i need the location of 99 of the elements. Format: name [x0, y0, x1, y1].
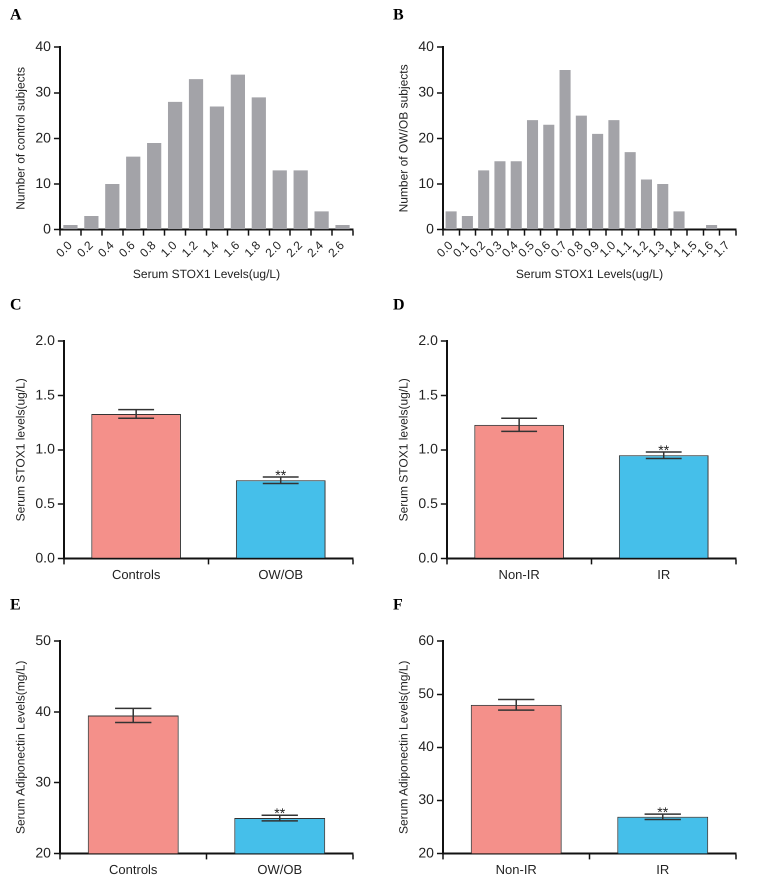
- x-tick-label: OW/OB: [258, 566, 304, 582]
- x-tick-label: 1.2: [178, 238, 201, 260]
- x-tick-label: 2.4: [304, 238, 326, 260]
- y-tick-label: 20: [418, 129, 434, 146]
- y-tick-label: 0: [426, 220, 434, 236]
- y-tick-label: 1.0: [35, 440, 56, 457]
- x-tick-label: 0.6: [116, 238, 138, 260]
- x-tick-label: 1.6: [220, 238, 243, 260]
- bar: [657, 184, 668, 230]
- y-axis-title: Serum Adiponectin Levels(mg/L): [14, 660, 28, 834]
- y-tick-label: 20: [35, 129, 52, 146]
- y-tick-label: 2.0: [35, 332, 56, 348]
- bar: [294, 170, 308, 230]
- chart-title: C: [10, 296, 22, 314]
- y-tick-label: 0.0: [35, 549, 56, 566]
- bar: [526, 120, 538, 230]
- y-axis-title: Serum STOX1 levels(ug/L): [396, 378, 411, 522]
- annotation: **: [274, 805, 286, 822]
- bar: [706, 225, 718, 230]
- y-tick-label: 40: [418, 738, 434, 754]
- y-tick-label: 2.0: [418, 332, 438, 348]
- bar: [640, 179, 652, 230]
- y-tick-label: 40: [35, 38, 52, 54]
- y-tick-label: 0.5: [35, 494, 56, 511]
- bar: [592, 134, 604, 230]
- y-tick-label: 40: [418, 38, 434, 54]
- y-tick-label: 50: [418, 685, 434, 702]
- y-tick-label: 30: [418, 791, 434, 808]
- bar: [462, 216, 473, 230]
- x-tick-label: 0.0: [53, 238, 76, 260]
- y-axis-title: Number of OW/OB subjects: [396, 64, 411, 212]
- annotation: **: [275, 466, 287, 483]
- x-tick-label: IR: [657, 566, 670, 582]
- y-tick-label: 10: [418, 174, 434, 191]
- x-tick-label: 1.8: [242, 238, 264, 260]
- chart-title: D: [393, 296, 405, 314]
- y-tick-label: 30: [35, 774, 52, 790]
- y-axis-title: Number of control subjects: [14, 67, 28, 210]
- bar: [314, 211, 329, 230]
- bar: [63, 225, 78, 230]
- bar: [252, 97, 266, 230]
- y-tick-label: 30: [418, 84, 434, 100]
- bar: [543, 124, 554, 230]
- annotation: **: [658, 442, 670, 458]
- bar: [126, 156, 140, 230]
- y-tick-label: 20: [418, 844, 434, 860]
- y-tick-label: 1.5: [418, 386, 438, 402]
- y-tick-label: 0: [43, 220, 52, 236]
- y-tick-label: 30: [35, 84, 52, 100]
- bar: [84, 216, 98, 230]
- x-tick-label: 1.0: [158, 238, 180, 260]
- x-tick-label: 1.4: [200, 238, 222, 260]
- bar: [210, 106, 224, 230]
- bar: [335, 225, 350, 230]
- bar: [576, 116, 587, 230]
- bar: [147, 142, 162, 230]
- bar: [272, 170, 287, 230]
- y-tick-label: 60: [418, 632, 434, 648]
- y-tick-label: 10: [35, 174, 52, 191]
- chart-title: B: [393, 6, 404, 24]
- bar: [446, 211, 457, 230]
- y-tick-label: 1.0: [418, 440, 438, 457]
- x-tick-label: 0.4: [95, 238, 117, 260]
- bar: [478, 170, 490, 230]
- y-axis-title: Serum STOX1 levels(ug/L): [14, 378, 28, 522]
- x-tick-label: Controls: [112, 566, 161, 582]
- chart-title: A: [10, 6, 22, 24]
- bar: [560, 70, 571, 230]
- x-axis-title: Serum STOX1 Levels(ug/L): [516, 267, 664, 282]
- x-tick-label: Non-IR: [498, 566, 540, 582]
- y-tick-label: 0.0: [418, 549, 438, 566]
- x-tick-label: IR: [656, 862, 670, 877]
- y-tick-label: 20: [35, 844, 52, 860]
- x-tick-label: 2.6: [325, 238, 348, 260]
- bar: [673, 211, 685, 230]
- bar: [608, 120, 620, 230]
- bar: [188, 79, 204, 230]
- x-tick-label: Controls: [109, 862, 158, 877]
- bar: [624, 152, 636, 230]
- bar: [494, 161, 506, 230]
- bar: [230, 74, 245, 230]
- y-tick-label: 40: [35, 702, 52, 719]
- bar: [168, 102, 182, 230]
- y-tick-label: 0.5: [418, 494, 438, 511]
- bar: [105, 184, 120, 230]
- x-tick-label: OW/OB: [257, 862, 302, 877]
- x-tick-label: 0.8: [136, 238, 159, 260]
- x-tick-label: Non-IR: [496, 862, 537, 877]
- chart-title: F: [393, 596, 403, 614]
- x-tick-label: 2.2: [283, 238, 306, 260]
- x-tick-label: 0.2: [74, 238, 96, 260]
- x-tick-label: 2.0: [262, 238, 284, 260]
- y-axis-title: Serum Adiponectin Levels(mg/L): [396, 660, 411, 834]
- annotation: **: [657, 804, 669, 820]
- x-axis-title: Serum STOX1 Levels(ug/L): [132, 267, 280, 282]
- y-tick-label: 50: [35, 632, 52, 648]
- y-tick-label: 1.5: [35, 386, 56, 402]
- chart-title: E: [10, 596, 21, 614]
- bar: [510, 161, 522, 230]
